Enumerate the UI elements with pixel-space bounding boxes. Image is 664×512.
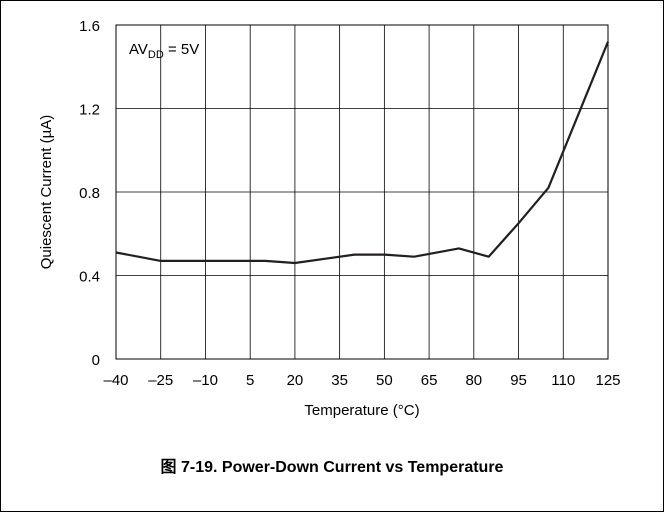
supply-voltage-annotation: AVDD = 5V (129, 41, 199, 61)
x-tick-label: 65 (421, 372, 438, 389)
x-tick-label: 80 (465, 372, 482, 389)
x-tick-label: –40 (103, 372, 128, 389)
figure-caption: 图 7-19. Power-Down Current vs Temperatur… (160, 459, 504, 476)
x-tick-label: 110 (551, 372, 575, 389)
annotation-subscript: DD (148, 49, 164, 61)
annotation-rest: = 5V (164, 41, 199, 58)
x-tick-label: 35 (331, 372, 348, 389)
x-tick-label: –25 (148, 372, 173, 389)
quiescent-current-chart: –40 –25 –10 5 20 35 50 65 80 95 110 125 0 0.4 0.8 1.2 1.… (38, 18, 621, 419)
series-line (115, 41, 610, 265)
y-tick-label: 1.2 (79, 102, 100, 119)
y-tick-label: 1.6 (79, 18, 100, 35)
x-tick-label: 5 (246, 372, 254, 389)
y-axis-label: Quiescent Current (µA) (38, 115, 55, 270)
series-layer (115, 41, 610, 265)
x-tick-label: 50 (376, 372, 393, 389)
x-tick-label: 95 (510, 372, 527, 389)
y-tick-label: 0 (92, 352, 100, 369)
x-tick-label: 125 (595, 372, 620, 389)
y-tick-label: 0.8 (79, 185, 100, 202)
y-tick-label: 0.4 (79, 269, 100, 286)
x-tick-label: 20 (287, 372, 304, 389)
x-axis-label: Temperature (°C) (304, 402, 419, 419)
x-tick-label: –10 (193, 372, 218, 389)
tick-labels: –40 –25 –10 5 20 35 50 65 80 95 110 125 0 0.4 0.8 1.2 1.… (79, 18, 620, 389)
plot-frame (115, 24, 609, 360)
grid (116, 25, 608, 359)
annotation-main: AV (129, 41, 148, 58)
